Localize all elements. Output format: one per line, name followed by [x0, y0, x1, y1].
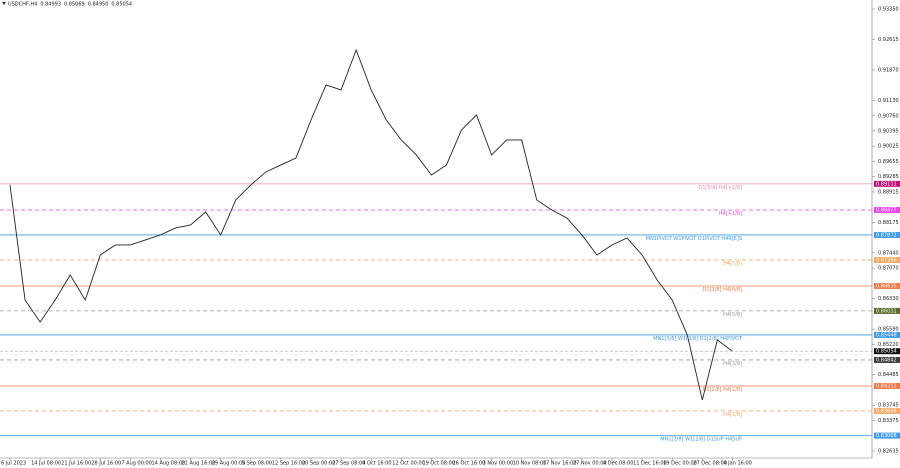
- level-label: D1[1/8] H4[2/8]: [703, 387, 743, 393]
- x-tick-label: 21 Aug 16:00: [182, 461, 216, 467]
- level-label: H4[+1/8]: [719, 211, 742, 217]
- x-tick-label: 7 Aug 00:00: [121, 461, 152, 467]
- y-tick-label: 0.84485: [878, 372, 899, 378]
- x-tick-label: 21 Jul 16:00: [61, 461, 91, 467]
- y-tick-label: 0.87440: [878, 250, 899, 256]
- x-tick-label: 27 Dec 08:00: [693, 461, 727, 467]
- x-tick-label: 12 Oct 00:00: [392, 461, 425, 467]
- x-tick-label: 12 Sep 16:00: [272, 461, 305, 467]
- x-tick-label: 27 Nov 00:00: [573, 461, 607, 467]
- x-tick-label: 14 Jul 08:00: [31, 461, 61, 467]
- current-price-label: 0.85054: [876, 349, 897, 355]
- ohlc-value: 0.85054: [111, 2, 132, 8]
- level-label: D1[5/8] H4[+2/8]: [698, 185, 742, 191]
- x-tick-label: 26 Oct 16:00: [453, 461, 486, 467]
- x-tick-label: 29 Aug 00:00: [212, 461, 246, 467]
- level-tag: [874, 407, 900, 414]
- x-tick-label: 19 Oct 08:00: [422, 461, 455, 467]
- x-tick-label: 17 Nov 16:00: [543, 461, 577, 467]
- level-tag-label: 0.89111: [876, 181, 897, 187]
- y-tick-label: 0.85220: [878, 342, 899, 348]
- y-tick-label: 0.90760: [878, 113, 899, 119]
- y-tick-label: 0.91130: [878, 98, 899, 104]
- y-tick-label: 0.85590: [878, 327, 899, 333]
- header: USDCHF,H4 0.84993 0.85069 0.84950 0.85054: [8, 2, 132, 8]
- level-tag-label: 0.83008: [876, 433, 897, 439]
- symbol: USDCHF,H4: [8, 2, 37, 8]
- y-tick-label: 0.90025: [878, 144, 899, 150]
- x-tick-label: 3 Nov 00:00: [483, 461, 514, 467]
- y-tick-label: 0.82635: [878, 448, 899, 454]
- level-label: H4[7/8]: [723, 261, 742, 267]
- level-tag-label: 0.84842: [876, 357, 897, 363]
- ohlc-value: 0.84950: [88, 2, 109, 8]
- level-label: MN1[3/8] W1[3/8] D1[2/8] H4PIVOT: [653, 336, 743, 342]
- level-tag: [874, 231, 900, 238]
- y-tick-label: 0.91870: [878, 68, 899, 74]
- y-tick-label: 0.93350: [878, 6, 899, 12]
- y-tick-label: 0.86330: [878, 296, 899, 302]
- level-tag-label: 0.84211: [876, 383, 897, 389]
- level-tag: [874, 180, 900, 187]
- level-tag-label: 0.86635: [876, 283, 897, 289]
- level-tag: [874, 256, 900, 263]
- level-tag-label: 0.85448: [876, 332, 897, 338]
- x-tick-label: 28 Jul 16:00: [91, 461, 121, 467]
- x-tick-label: 6 Jul 2023: [1, 461, 26, 467]
- x-tick-label: 19 Dec 00:00: [663, 461, 697, 467]
- level-tag: [874, 432, 900, 439]
- level-tag: [874, 307, 900, 314]
- y-tick-label: 0.88915: [878, 189, 899, 195]
- symbol-marker: [2, 2, 6, 5]
- x-tick-label: 4 Dec 08:00: [603, 461, 633, 467]
- level-tag-label: 0.86031: [876, 308, 897, 314]
- ohlc-value: 0.85069: [64, 2, 85, 8]
- ohlc-value: 0.84993: [40, 2, 61, 8]
- current-price-tag: [874, 348, 900, 355]
- level-label: H4[3/8]: [723, 361, 742, 367]
- price-line: [9, 48, 733, 401]
- y-tick-label: 0.92615: [878, 37, 899, 43]
- level-label: MN1[2/8] W1[2/8] D1SUP H4SUP: [660, 437, 742, 443]
- level-label: MN1PIVOT W1PIVOT D1PIVOT H4R[E]S: [646, 236, 742, 242]
- y-tick-label: 0.89655: [878, 159, 899, 165]
- level-tag: [874, 331, 900, 338]
- level-tag: [874, 282, 900, 289]
- level-tag-label: 0.83606: [876, 408, 897, 414]
- level-tag-label: 0.87266: [876, 257, 897, 263]
- x-tick-label: 4 Jan 16:00: [723, 461, 751, 467]
- y-tick-label: 0.90395: [878, 128, 899, 134]
- y-tick-label: 0.88175: [878, 220, 899, 226]
- level-tag: [874, 207, 900, 214]
- x-tick-label: 11 Dec 16:00: [633, 461, 667, 467]
- level-label: D1[3/8] H4[6/8]: [703, 287, 743, 293]
- level-tag: [874, 382, 900, 389]
- level-tag-label: 0.88477: [876, 208, 897, 214]
- x-tick-label: 14 Aug 08:00: [152, 461, 186, 467]
- level-label: H4[5/8]: [723, 312, 742, 318]
- x-tick-label: 4 Oct 16:00: [362, 461, 391, 467]
- x-tick-label: 20 Sep 00:00: [302, 461, 335, 467]
- y-tick-label: 0.89285: [878, 174, 899, 180]
- y-tick-label: 0.83745: [878, 403, 899, 409]
- y-tick-label: 0.83375: [878, 418, 899, 424]
- y-tick-label: 0.87070: [878, 266, 899, 272]
- x-tick-label: 27 Sep 08:00: [332, 461, 365, 467]
- x-tick-label: 5 Sep 08:00: [242, 461, 272, 467]
- x-tick-label: 10 Nov 08:00: [513, 461, 547, 467]
- level-tag: [874, 356, 900, 363]
- level-tag-label: 0.87872: [876, 232, 897, 238]
- level-label: H4[1/8]: [723, 412, 742, 418]
